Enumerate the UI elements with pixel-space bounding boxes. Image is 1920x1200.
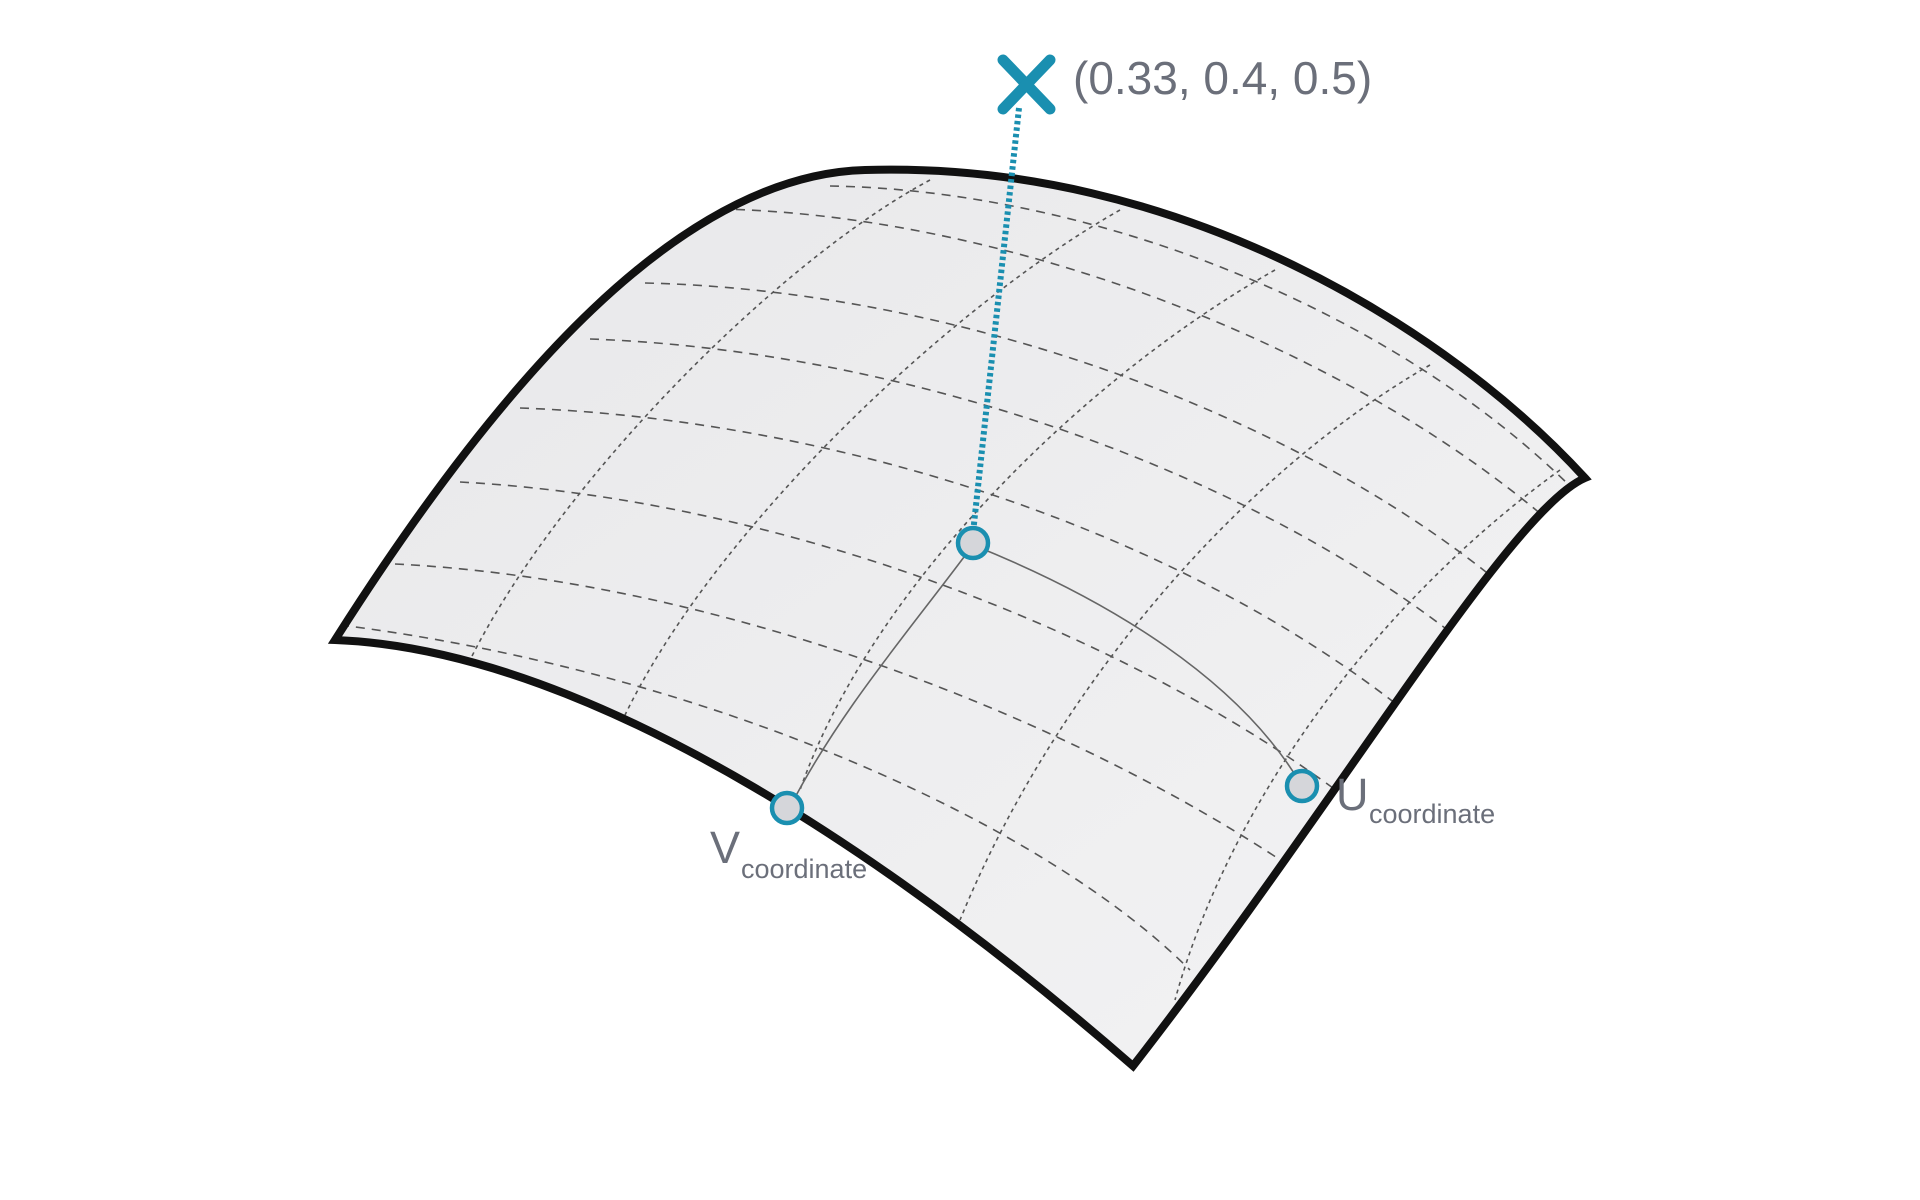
surface-point xyxy=(958,528,988,558)
v-coordinate-point xyxy=(772,793,802,823)
u-coordinate-point xyxy=(1287,771,1317,801)
u-label-main: U xyxy=(1336,769,1369,820)
x-mark-icon xyxy=(1003,60,1050,109)
u-coordinate-label: U coordinate xyxy=(1336,769,1495,829)
v-label-main: V xyxy=(710,822,740,873)
v-label-sub: coordinate xyxy=(741,854,867,884)
coordinates-label: (0.33, 0.4, 0.5) xyxy=(1073,52,1372,104)
u-label-sub: coordinate xyxy=(1369,799,1495,829)
surface-patch xyxy=(335,170,1585,1066)
